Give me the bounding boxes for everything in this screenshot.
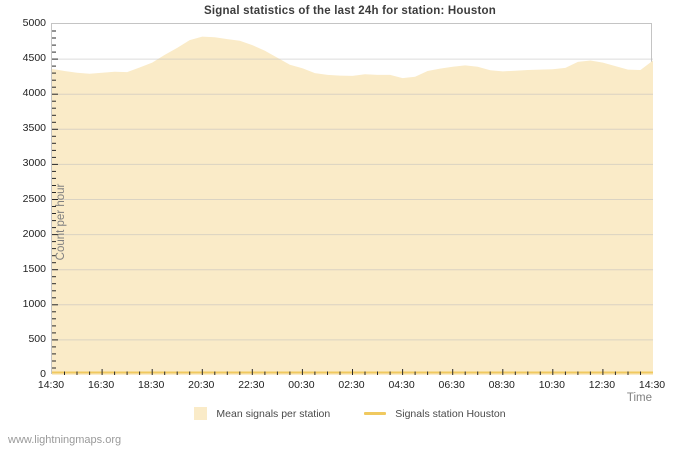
x-tick-label: 16:30 <box>87 379 115 391</box>
legend-item-mean-signals: Mean signals per station <box>194 407 330 420</box>
y-tick-label: 4000 <box>22 87 46 100</box>
x-tick-label: 14:30 <box>37 379 65 391</box>
y-tick-label: 3000 <box>22 157 46 170</box>
x-tick-label: 18:30 <box>138 379 165 391</box>
y-tick-label: 4500 <box>22 52 46 65</box>
y-tick-label: 500 <box>28 332 46 345</box>
legend-item-station-houston: Signals station Houston <box>364 407 506 420</box>
y-tick-label: 2500 <box>22 192 46 205</box>
legend-label-station-houston: Signals station Houston <box>395 407 506 420</box>
x-tick-label: 00:30 <box>288 379 315 391</box>
y-axis-title: Count per hour <box>55 183 67 261</box>
line-swatch-icon <box>364 412 387 415</box>
x-tick-label: 04:30 <box>388 379 415 391</box>
x-tick-label: 02:30 <box>338 379 365 391</box>
x-tick-label: 20:30 <box>188 379 215 391</box>
x-tick-label: 12:30 <box>588 379 616 391</box>
x-tick-label: 14:30 <box>638 379 666 391</box>
area-swatch-icon <box>194 407 208 420</box>
area-chart-svg <box>52 30 653 375</box>
legend: Mean signals per station Signals station… <box>0 407 700 420</box>
x-tick-label: 10:30 <box>538 379 565 391</box>
y-tick-label: 1500 <box>22 262 46 275</box>
y-tick-label: 0 <box>40 368 46 380</box>
x-tick-label: 06:30 <box>438 379 465 391</box>
x-axis-title: Time <box>626 392 652 404</box>
y-tick-label: 3500 <box>22 122 46 135</box>
x-tick-label: 22:30 <box>238 379 265 391</box>
legend-label-mean-signals: Mean signals per station <box>216 407 331 420</box>
watermark-link[interactable]: www.lightningmaps.org <box>8 434 122 446</box>
plot-area: Count per hour <box>51 23 653 375</box>
chart-title: Signal statistics of the last 24h for st… <box>204 5 496 17</box>
x-tick-label: 08:30 <box>488 379 515 391</box>
y-tick-label: 2000 <box>22 227 46 240</box>
y-tick-label: 1000 <box>22 297 46 310</box>
y-tick-label: 5000 <box>22 17 46 29</box>
